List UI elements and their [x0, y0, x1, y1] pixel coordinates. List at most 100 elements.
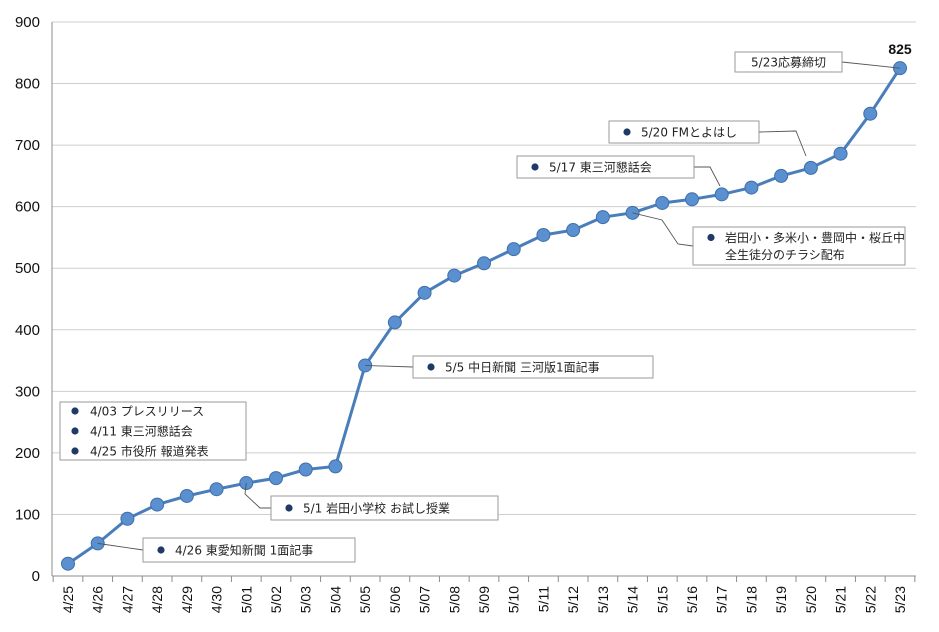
y-tick-label: 0: [32, 568, 40, 585]
x-tick-label: 5/16: [684, 586, 700, 613]
annotation-bullet: [707, 233, 715, 242]
annotation-text: 5/23応募締切: [751, 55, 826, 70]
annotation-leader-line: [632, 212, 694, 247]
annotation-text: 5/1 岩田小学校 お試し授業: [303, 501, 450, 516]
x-tick-label: 5/09: [476, 586, 492, 613]
data-point: [506, 242, 521, 257]
annotation-bullet: [71, 407, 79, 415]
y-tick-label: 300: [15, 383, 40, 400]
data-point: [150, 497, 165, 512]
x-tick-label: 5/02: [268, 586, 284, 613]
x-tick-label: 4/27: [119, 586, 135, 613]
annotation-bullet: [623, 128, 631, 136]
data-point: [566, 223, 581, 238]
y-tick-label: 200: [15, 445, 40, 462]
annotation-leader-line: [97, 542, 144, 551]
annotation-box: [59, 401, 247, 461]
annotation-leader-line: [758, 130, 807, 157]
annotation-text: 5/20 FMとよはし: [641, 126, 737, 140]
annotation-bullet: [71, 427, 79, 435]
x-tick-label: 4/25: [60, 586, 76, 613]
annotation-box: [608, 120, 760, 144]
data-point: [179, 488, 194, 503]
annotation-text: 全生徒分のチラシ配布: [725, 247, 845, 262]
x-tick-label: 5/01: [238, 586, 254, 613]
data-point: [417, 285, 432, 300]
x-tick-label: 5/21: [833, 586, 849, 613]
x-tick-label: 4/28: [149, 586, 165, 613]
annotation-text: 5/17 東三河懇話会: [549, 160, 652, 175]
x-tick-label: 5/14: [625, 586, 641, 613]
x-tick-label: 4/30: [209, 586, 225, 613]
y-tick-label: 800: [15, 76, 40, 93]
annotation-box: [692, 226, 906, 266]
y-tick-label: 100: [15, 506, 40, 523]
x-tick-label: 5/08: [446, 586, 462, 613]
x-tick-label: 5/05: [357, 586, 373, 613]
end-value-label: 825: [888, 41, 912, 57]
y-tick-label: 500: [15, 260, 40, 277]
annotation-box: [412, 355, 654, 379]
data-point: [298, 462, 313, 477]
data-point: [536, 227, 551, 242]
data-point: [655, 195, 670, 210]
data-point: [447, 268, 462, 283]
x-tick-label: 5/04: [327, 586, 343, 613]
annotation-text: 5/5 中日新聞 三河版1面記事: [445, 360, 600, 375]
series-line: [67, 67, 902, 565]
data-point: [595, 210, 610, 225]
y-tick-label: 400: [15, 322, 40, 339]
data-point: [803, 160, 818, 175]
annotation-bullet: [427, 363, 435, 371]
data-point: [269, 471, 283, 486]
x-tick-label: 5/22: [862, 586, 878, 613]
x-tick-label: 5/18: [743, 586, 759, 613]
x-tick-label: 5/20: [803, 586, 819, 613]
annotation-leader-line: [841, 61, 901, 69]
y-tick-label: 700: [15, 137, 40, 154]
data-point: [714, 187, 729, 202]
x-tick-label: 5/03: [298, 586, 314, 613]
data-point: [863, 106, 878, 121]
data-point: [833, 146, 848, 161]
x-tick-label: 4/29: [179, 586, 195, 613]
x-tick-label: 5/11: [535, 586, 551, 612]
annotation-text: 4/03 プレスリリース: [90, 405, 204, 419]
y-tick-label: 900: [15, 14, 40, 31]
annotation-leader-line: [244, 482, 271, 509]
x-tick-label: 5/13: [595, 586, 611, 613]
annotation-leader-line: [365, 365, 414, 368]
annotation-text: 4/25 市役所 報道発表: [90, 444, 209, 459]
y-tick-label: 600: [15, 199, 40, 216]
x-tick-label: 5/06: [387, 586, 403, 613]
annotation-bullet: [531, 163, 539, 171]
data-point: [477, 256, 491, 271]
annotation-text: 岩田小・多米小・豊岡中・桜丘中: [725, 230, 905, 245]
annotation-bullet: [71, 447, 79, 455]
annotation-bullet: [157, 546, 165, 554]
x-tick-label: 5/15: [654, 586, 670, 613]
x-tick-label: 5/07: [417, 586, 433, 613]
data-point: [61, 556, 75, 571]
annotation-bullet: [285, 504, 293, 512]
data-point: [209, 482, 224, 497]
annotation-box: [734, 51, 843, 73]
x-tick-label: 5/23: [892, 586, 908, 613]
annotation-leader-line: [694, 166, 721, 187]
annotation-box: [516, 155, 695, 179]
x-tick-label: 5/19: [773, 586, 789, 613]
data-point: [328, 459, 343, 474]
data-point: [387, 315, 402, 330]
annotation-box: [270, 495, 499, 521]
x-tick-label: 5/17: [714, 586, 730, 613]
annotation-text: 4/11 東三河懇話会: [90, 424, 193, 439]
x-tick-label: 5/10: [506, 586, 522, 613]
annotation-text: 4/26 東愛知新聞 1面記事: [175, 543, 313, 558]
annotation-box: [142, 537, 356, 563]
data-point: [774, 168, 789, 183]
x-tick-label: 4/26: [90, 586, 106, 613]
data-point: [120, 511, 135, 526]
data-point: [685, 192, 699, 207]
